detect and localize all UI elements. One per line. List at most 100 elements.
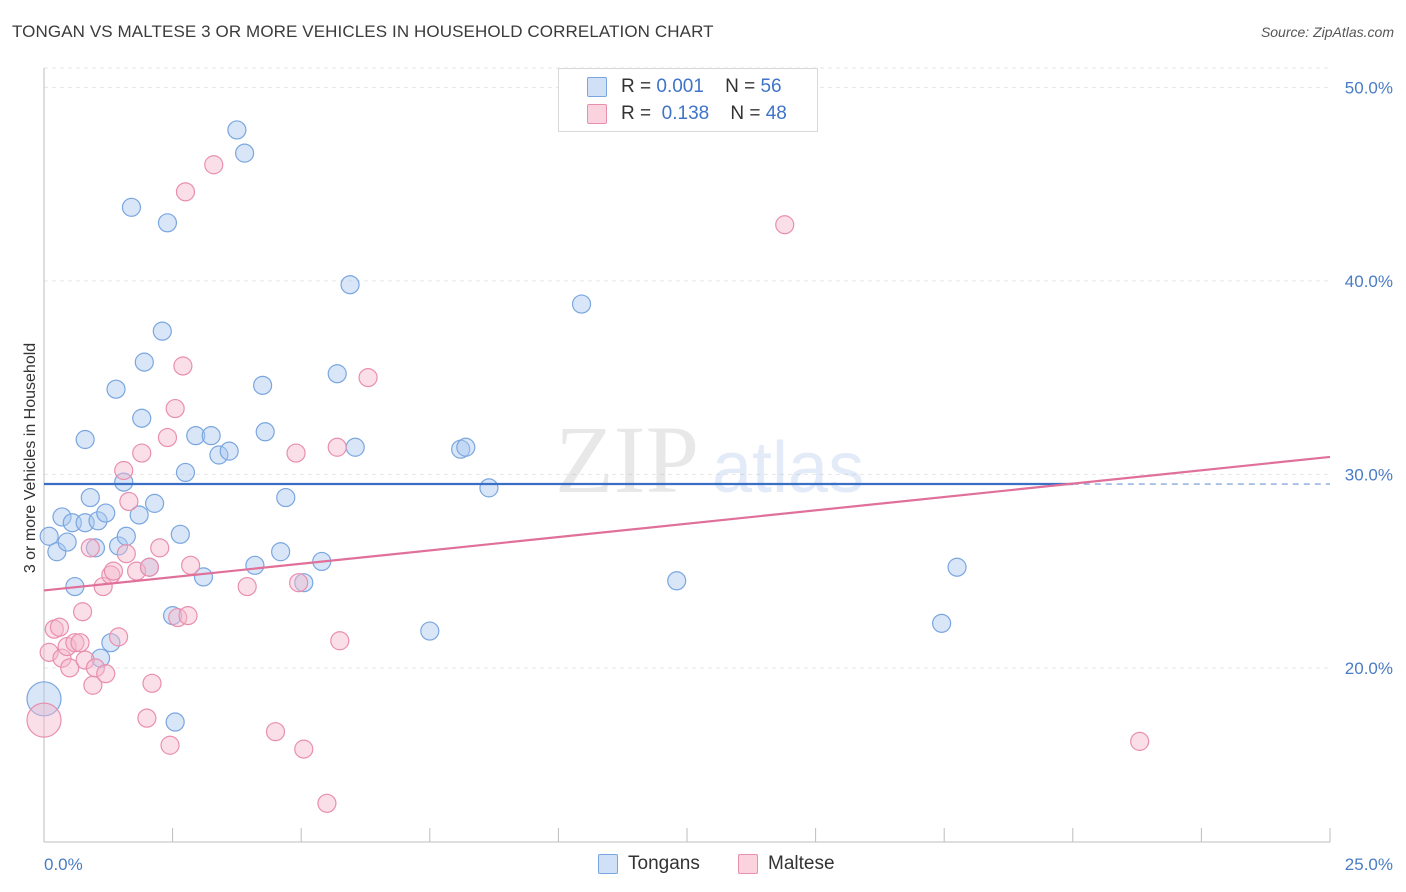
legend-n-value-maltese: 48 (765, 103, 787, 124)
maltese-point-32 (175, 182, 196, 202)
tongans-point-34 (219, 441, 239, 461)
tongans-point-11 (90, 648, 111, 668)
maltese-point-33 (178, 606, 198, 626)
maltese-point-28 (160, 735, 180, 755)
y-tick-label-20: 20.0% (1345, 659, 1393, 678)
legend-n-value-tongans: 56 (760, 76, 782, 97)
tongans-point-41 (276, 487, 296, 508)
maltese-point-3 (52, 648, 72, 668)
tongans-point-53 (932, 613, 952, 633)
maltese-point-17 (108, 627, 129, 647)
source-credit: Source: ZipAtlas.com (1260, 24, 1394, 40)
maltese-point-25 (142, 673, 162, 693)
tongans-point-15 (108, 536, 129, 556)
legend-r-value-tongans: 0.001 (656, 76, 704, 97)
stats-legend: R = 0.001 N = 56 R = 0.138 N = 48 (558, 68, 818, 132)
maltese-point-12 (85, 658, 106, 678)
watermark-zip: ZIP (555, 406, 699, 513)
tongans-point-21 (134, 352, 154, 372)
data-points (26, 120, 1150, 813)
maltese-point-38 (286, 443, 306, 463)
tongans-point-51 (571, 294, 592, 314)
maltese-point-36 (237, 576, 257, 597)
maltese-point-16 (103, 561, 124, 581)
tongans-point-12 (96, 503, 116, 523)
tongans-point-2 (52, 507, 72, 527)
tongans-point-46 (345, 437, 365, 457)
maltese-point-35 (204, 155, 224, 175)
maltese-point-5 (60, 658, 80, 678)
maltese-point-20 (119, 491, 139, 512)
maltese-point-47 (26, 702, 62, 738)
trend-lines (43, 455, 1331, 592)
tongans-point-10 (88, 511, 108, 531)
tongans-point-14 (106, 379, 126, 399)
tongans-point-54 (947, 557, 967, 577)
tongans-point-9 (85, 538, 106, 558)
legend-r-value-maltese: 0.138 (661, 103, 710, 124)
maltese-point-22 (132, 443, 152, 463)
legend-swatch-maltese (587, 104, 607, 124)
tongans-point-44 (327, 364, 347, 384)
maltese-point-29 (165, 398, 185, 419)
tongans-point-49 (456, 437, 476, 457)
watermark: ZIP atlas (555, 406, 864, 513)
tongans-point-27 (165, 712, 185, 732)
maltese-point-43 (330, 631, 350, 651)
maltese-point-18 (114, 460, 134, 481)
watermark-atlas: atlas (712, 428, 864, 508)
maltese-point-19 (116, 544, 136, 564)
maltese-point-13 (93, 576, 113, 597)
legend-r-label-tongans: R = (621, 76, 652, 97)
legend-r-label-maltese: R = (621, 103, 652, 124)
tongans-point-16 (114, 472, 134, 492)
tongans-point-13 (101, 633, 121, 653)
tongans-point-8 (80, 487, 100, 508)
maltese-point-6 (65, 633, 85, 653)
tongans-point-0 (39, 526, 59, 546)
x-tick-label-max: 25.0% (1345, 855, 1393, 874)
tongans-point-20 (132, 408, 152, 428)
bottom-swatch-maltese (738, 854, 758, 874)
y-tick-label-30: 30.0% (1345, 465, 1393, 484)
tongans-point-23 (144, 493, 165, 513)
maltese-point-10 (80, 538, 100, 558)
maltese-point-31 (173, 356, 193, 376)
maltese-point-9 (75, 650, 95, 670)
tongans-point-45 (340, 275, 360, 295)
tick-labels: 20.0% 30.0% 40.0% 50.0% 0.0% 25.0% (44, 78, 1393, 874)
bottom-legend-label-tongans: Tongans (628, 853, 700, 874)
maltese-point-23 (137, 708, 157, 728)
maltese-point-41 (317, 793, 337, 813)
tongans-point-42 (294, 573, 314, 593)
legend-n-label-tongans: N = (725, 76, 756, 97)
y-tick-label-50: 50.0% (1345, 78, 1393, 97)
tongans-point-25 (157, 213, 178, 233)
maltese-point-7 (70, 633, 90, 653)
tongans-point-33 (209, 445, 229, 465)
tongans-point-55 (26, 681, 62, 717)
tongans-point-3 (57, 532, 77, 552)
maltese-point-2 (49, 617, 70, 637)
maltese-point-42 (327, 437, 347, 457)
tongans-point-50 (479, 478, 499, 498)
tongans-point-38 (253, 375, 273, 395)
bottom-legend-label-maltese: Maltese (768, 853, 835, 874)
maltese-point-24 (139, 557, 160, 577)
tongans-point-36 (235, 143, 255, 163)
x-tick-label-min: 0.0% (44, 855, 83, 874)
maltese-point-37 (265, 722, 286, 742)
tongans-point-35 (227, 120, 247, 140)
legend-n-label-maltese: N = (730, 103, 761, 124)
maltese-point-14 (96, 664, 116, 684)
maltese-point-44 (358, 368, 378, 388)
tongans-point-19 (129, 505, 149, 525)
maltese-point-8 (72, 602, 93, 622)
maltese-trend-line (43, 455, 1331, 592)
tongans-point-52 (667, 571, 687, 591)
y-tick-label-40: 40.0% (1345, 272, 1393, 291)
maltese-point-34 (181, 555, 201, 575)
tongans-point-29 (175, 462, 196, 483)
tongans-point-24 (152, 321, 172, 341)
